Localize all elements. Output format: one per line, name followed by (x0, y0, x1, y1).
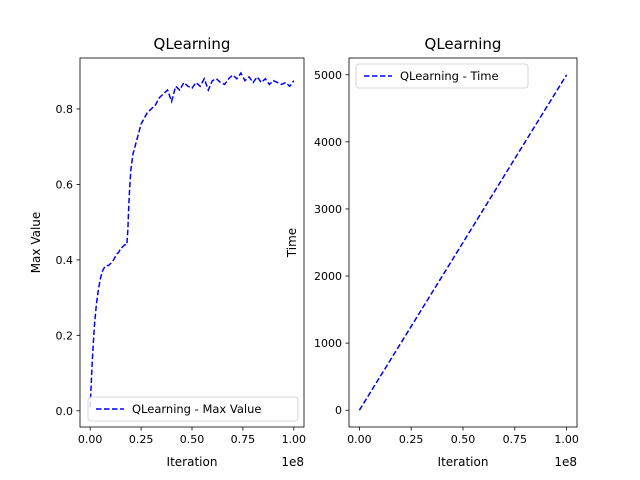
series-line-0 (89, 71, 295, 408)
chart-time: 0.00 0.25 0.50 0.75 1.00 0 1000 2000 3000 4000 500… (285, 35, 579, 469)
x-offset-label: 1e8 (554, 455, 577, 469)
y-tick-label: 0.2 (56, 329, 74, 342)
legend-entry-label: QLearning - Max Value (132, 402, 261, 416)
x-tick-label: 0.00 (78, 433, 103, 446)
y-tick-label: 0.4 (56, 254, 74, 267)
y-tick-label: 2000 (314, 270, 342, 283)
x-axis-label: Iteration (167, 455, 218, 469)
y-axis-label: Time (285, 228, 299, 258)
legend: QLearning - Max Value (87, 396, 299, 422)
legend-box (87, 396, 299, 422)
x-tick-label: 0.75 (503, 433, 528, 446)
y-tick-label: 0.8 (56, 103, 74, 116)
chart-max-value: 0.00 0.25 0.50 0.75 1.00 0.0 0.2 0.4 0.6 0.8 QLear… (29, 35, 306, 469)
x-tick-label: 0.50 (180, 433, 205, 446)
y-tick-label: 1000 (314, 337, 342, 350)
y-tick-label: 5000 (314, 69, 342, 82)
x-tick-label: 0.50 (451, 433, 476, 446)
x-axis-label: Iteration (438, 455, 489, 469)
legend-box (355, 63, 529, 89)
x-tick-label: 0.75 (231, 433, 256, 446)
x-offset-label: 1e8 (281, 455, 304, 469)
x-tick-label: 0.00 (347, 433, 372, 446)
y-tick-label: 0.0 (56, 405, 74, 418)
legend: QLearning - Time (355, 63, 529, 89)
y-tick-label: 0.6 (56, 178, 74, 191)
chart-title: QLearning (425, 35, 502, 53)
x-tick-label: 0.25 (399, 433, 424, 446)
y-tick-label: 0 (335, 404, 342, 417)
x-tick-label: 0.25 (129, 433, 154, 446)
series-line-0 (358, 74, 568, 411)
legend-entry-label: QLearning - Time (400, 69, 499, 83)
x-tick-label: 1.00 (554, 433, 579, 446)
y-tick-label: 4000 (314, 136, 342, 149)
y-tick-label: 3000 (314, 203, 342, 216)
chart-title: QLearning (154, 35, 231, 53)
x-tick-label: 1.00 (282, 433, 307, 446)
y-axis-label: Max Value (29, 212, 43, 274)
